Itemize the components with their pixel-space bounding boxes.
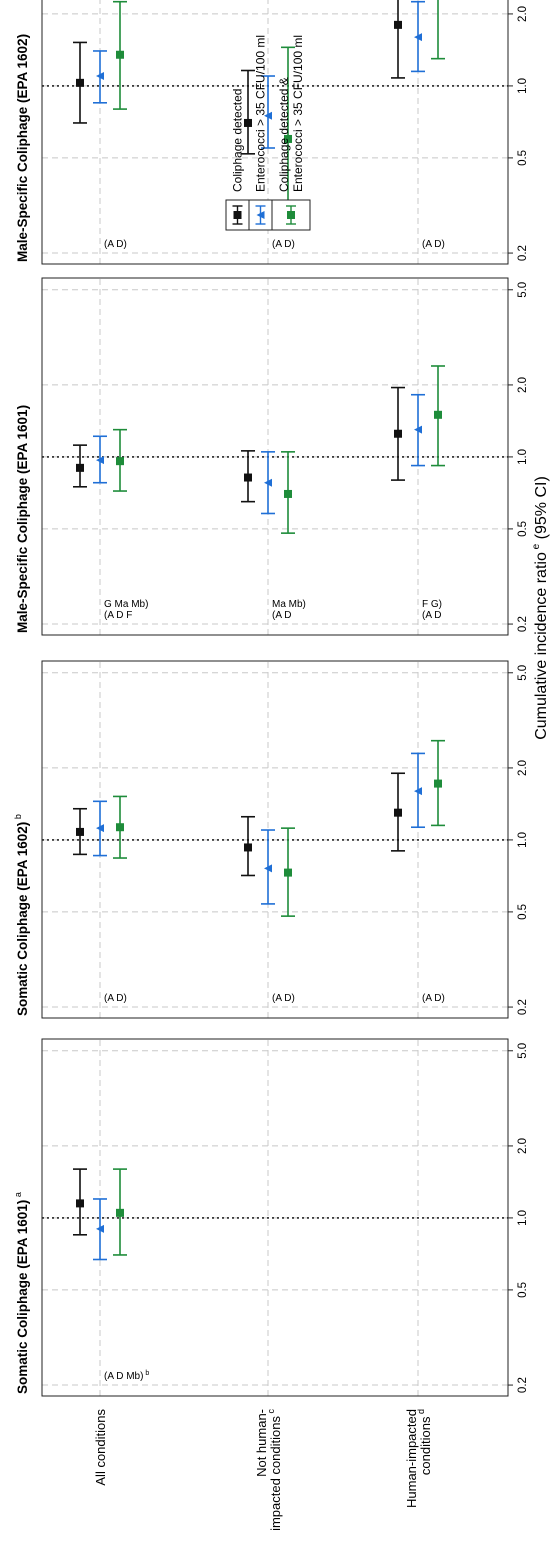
axis-tick-label: 0.2 bbox=[517, 999, 529, 1015]
annotation-label: (A D) bbox=[422, 239, 445, 250]
point-estimate-marker bbox=[434, 410, 442, 419]
point-estimate-marker bbox=[116, 457, 124, 466]
panel-title: Male-Specific Coliphage (EPA 1601) bbox=[15, 405, 30, 633]
annotation-label: (A D bbox=[422, 610, 441, 621]
axis-tick-label: 0.5 bbox=[517, 904, 529, 920]
legend-label: Enterococci > 35 CFU/100 ml bbox=[291, 35, 305, 192]
axis-tick-label: 0.2 bbox=[517, 245, 529, 261]
point-estimate-marker bbox=[116, 50, 124, 59]
point-estimate-marker bbox=[264, 864, 272, 873]
axis-tick-label: 1.0 bbox=[517, 449, 529, 465]
x-axis-label: Cumulative incidence ratio e (95% CI) bbox=[531, 476, 550, 740]
axis-tick-label: 1.0 bbox=[517, 832, 529, 848]
point-estimate-marker bbox=[76, 463, 84, 472]
point-estimate-marker bbox=[96, 456, 104, 465]
category-label: impacted conditions c bbox=[266, 1409, 283, 1531]
annotation-label: (A D) bbox=[422, 993, 445, 1004]
point-estimate-marker bbox=[284, 489, 292, 498]
annotation-label: G Ma Mb) bbox=[104, 599, 148, 610]
legend-label: Enterococci > 35 CFU/100 ml bbox=[254, 35, 268, 192]
axis-tick-label: 0.5 bbox=[517, 150, 529, 166]
x-axis-label-suffix: (95% CI) bbox=[533, 476, 550, 544]
annotation-footnote-mark: b bbox=[143, 1370, 149, 1377]
legend-label: Coliphage detected bbox=[231, 89, 245, 192]
legend-label: Coliphage detected & bbox=[277, 77, 291, 192]
point-estimate-marker bbox=[96, 72, 104, 81]
axis-tick-label: 1.0 bbox=[517, 1210, 529, 1226]
panel-title: Male-Specific Coliphage (EPA 1602) bbox=[15, 34, 30, 262]
x-axis-label-footnote-mark: e bbox=[531, 543, 542, 552]
point-estimate-marker bbox=[244, 118, 252, 127]
point-estimate-marker bbox=[116, 1208, 124, 1217]
panel-title: Somatic Coliphage (EPA 1602) b bbox=[13, 814, 30, 1016]
category-label: Human-impacted bbox=[404, 1409, 419, 1508]
point-estimate-marker bbox=[434, 779, 442, 788]
rotated-plot-group: All conditions Not human-impacted conditi… bbox=[13, 0, 550, 1531]
axis-tick-label: 0.2 bbox=[517, 1377, 529, 1393]
axis-tick-label: 0.5 bbox=[517, 521, 529, 537]
annotation-label: F G) bbox=[422, 599, 442, 610]
point-estimate-marker bbox=[76, 1199, 84, 1208]
panel-title-footnote-mark: a bbox=[13, 1192, 23, 1200]
category-footnote-mark: c bbox=[266, 1409, 276, 1417]
point-estimate-marker bbox=[284, 134, 292, 143]
point-estimate-marker bbox=[414, 33, 422, 42]
point-estimate-marker bbox=[414, 787, 422, 796]
point-estimate-marker bbox=[394, 808, 402, 817]
legend-marker bbox=[233, 211, 242, 219]
point-estimate-marker bbox=[244, 473, 252, 482]
point-estimate-marker bbox=[96, 824, 104, 833]
point-estimate-marker bbox=[244, 843, 252, 852]
legend-marker bbox=[287, 211, 295, 219]
panel-title-footnote-mark: b bbox=[13, 814, 23, 822]
annotation-label: (A D Mb) b bbox=[104, 1370, 149, 1382]
axis-tick-label: 2.0 bbox=[517, 1138, 529, 1154]
point-estimate-marker bbox=[264, 478, 272, 487]
category-label: All conditions bbox=[93, 1409, 108, 1486]
point-estimate-marker bbox=[116, 823, 124, 832]
point-estimate-marker bbox=[394, 20, 402, 29]
annotation-label: (A D bbox=[272, 610, 291, 621]
point-estimate-marker bbox=[264, 111, 272, 120]
category-label: Not human- bbox=[254, 1409, 269, 1477]
annotation-label: (A D) bbox=[272, 993, 295, 1004]
axis-tick-label: 2.0 bbox=[517, 760, 529, 776]
point-estimate-marker bbox=[284, 868, 292, 877]
point-estimate-marker bbox=[76, 78, 84, 87]
axis-tick-label: 2.0 bbox=[517, 6, 529, 22]
category-label: conditions d bbox=[416, 1409, 433, 1475]
point-estimate-marker bbox=[394, 429, 402, 438]
annotation-label: Ma Mb) bbox=[272, 599, 306, 610]
point-estimate-marker bbox=[414, 425, 422, 434]
axis-tick-label: 5.0 bbox=[517, 282, 529, 298]
axis-tick-label: 0.2 bbox=[517, 616, 529, 632]
axis-tick-label: 1.0 bbox=[517, 78, 529, 94]
point-estimate-marker bbox=[76, 827, 84, 836]
panel-title: Somatic Coliphage (EPA 1601) a bbox=[13, 1192, 30, 1394]
axis-tick-label: 0.5 bbox=[517, 1282, 529, 1298]
annotation-label: (A D) bbox=[104, 993, 127, 1004]
axis-tick-label: 2.0 bbox=[517, 377, 529, 393]
annotation-label: (A D F bbox=[104, 610, 132, 621]
point-estimate-marker bbox=[96, 1224, 104, 1233]
axis-tick-label: 5.0 bbox=[517, 665, 529, 681]
category-footnote-mark: d bbox=[416, 1409, 426, 1417]
annotation-label: (A D) bbox=[272, 239, 295, 250]
axis-tick-label: 5.0 bbox=[517, 1043, 529, 1059]
legend-marker bbox=[256, 211, 265, 219]
annotation-label: (A D) bbox=[104, 239, 127, 250]
